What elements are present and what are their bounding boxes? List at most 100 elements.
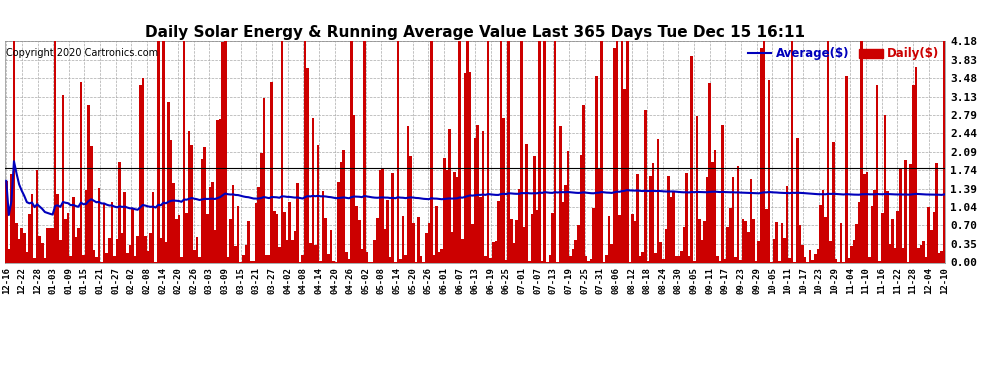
Bar [265, 255, 267, 262]
Bar [260, 153, 262, 262]
Bar [15, 222, 18, 262]
Bar [224, 41, 227, 262]
Bar [227, 257, 229, 262]
Bar [87, 105, 90, 262]
Bar [325, 218, 327, 262]
Bar [744, 221, 747, 262]
Bar [825, 217, 827, 262]
Bar [111, 202, 113, 262]
Bar [386, 200, 389, 262]
Bar [868, 257, 871, 262]
Bar [534, 156, 536, 262]
Bar [134, 256, 137, 262]
Bar [518, 189, 521, 262]
Bar [164, 242, 167, 262]
Bar [863, 174, 865, 262]
Bar [894, 248, 897, 262]
Bar [616, 41, 618, 262]
Bar [817, 249, 819, 262]
Bar [193, 250, 196, 262]
Bar [196, 237, 198, 262]
Bar [116, 239, 119, 262]
Bar [722, 125, 724, 262]
Bar [49, 228, 51, 262]
Bar [92, 250, 95, 262]
Bar [307, 69, 309, 262]
Bar [312, 118, 314, 262]
Bar [257, 187, 260, 262]
Bar [886, 191, 889, 262]
Bar [180, 256, 183, 262]
Bar [855, 224, 858, 262]
Bar [508, 41, 510, 262]
Bar [436, 206, 438, 262]
Bar [397, 41, 399, 262]
Bar [198, 257, 201, 262]
Bar [252, 261, 254, 262]
Bar [574, 240, 577, 262]
Bar [719, 261, 722, 262]
Bar [203, 147, 206, 262]
Bar [844, 76, 847, 262]
Text: Copyright 2020 Cartronics.com: Copyright 2020 Cartronics.com [6, 48, 158, 58]
Bar [598, 169, 600, 262]
Bar [804, 256, 806, 262]
Bar [222, 42, 224, 262]
Bar [910, 165, 912, 262]
Bar [428, 223, 430, 262]
Bar [420, 256, 423, 262]
Bar [330, 230, 333, 262]
Legend: Average($), Daily($): Average($), Daily($) [747, 47, 940, 60]
Bar [137, 236, 139, 262]
Bar [245, 245, 248, 262]
Bar [840, 223, 842, 262]
Bar [448, 129, 450, 262]
Bar [51, 228, 53, 262]
Bar [28, 214, 31, 262]
Bar [822, 190, 825, 262]
Bar [129, 245, 132, 262]
Bar [304, 41, 307, 262]
Bar [940, 251, 942, 262]
Bar [288, 202, 291, 262]
Bar [762, 41, 765, 262]
Bar [172, 183, 175, 262]
Bar [685, 173, 688, 262]
Bar [551, 213, 553, 262]
Bar [103, 203, 106, 262]
Bar [167, 102, 170, 262]
Bar [809, 251, 812, 262]
Bar [10, 174, 13, 262]
Bar [881, 213, 884, 262]
Bar [572, 249, 574, 262]
Bar [381, 168, 384, 262]
Bar [79, 82, 82, 262]
Bar [463, 74, 466, 262]
Bar [69, 256, 72, 262]
Bar [559, 126, 561, 262]
Bar [36, 170, 39, 262]
Bar [709, 83, 711, 262]
Bar [487, 41, 489, 262]
Bar [930, 230, 933, 262]
Bar [544, 41, 546, 262]
Bar [34, 258, 36, 262]
Bar [430, 41, 433, 262]
Bar [59, 240, 61, 262]
Bar [270, 82, 273, 262]
Bar [438, 252, 441, 262]
Bar [683, 226, 685, 262]
Bar [211, 182, 214, 262]
Bar [132, 208, 134, 262]
Bar [737, 166, 740, 262]
Bar [711, 162, 714, 262]
Bar [835, 259, 838, 262]
Bar [433, 255, 436, 262]
Bar [933, 212, 936, 262]
Bar [605, 255, 608, 262]
Bar [283, 212, 286, 262]
Bar [902, 248, 904, 262]
Bar [267, 255, 270, 262]
Bar [696, 116, 698, 262]
Bar [690, 56, 693, 262]
